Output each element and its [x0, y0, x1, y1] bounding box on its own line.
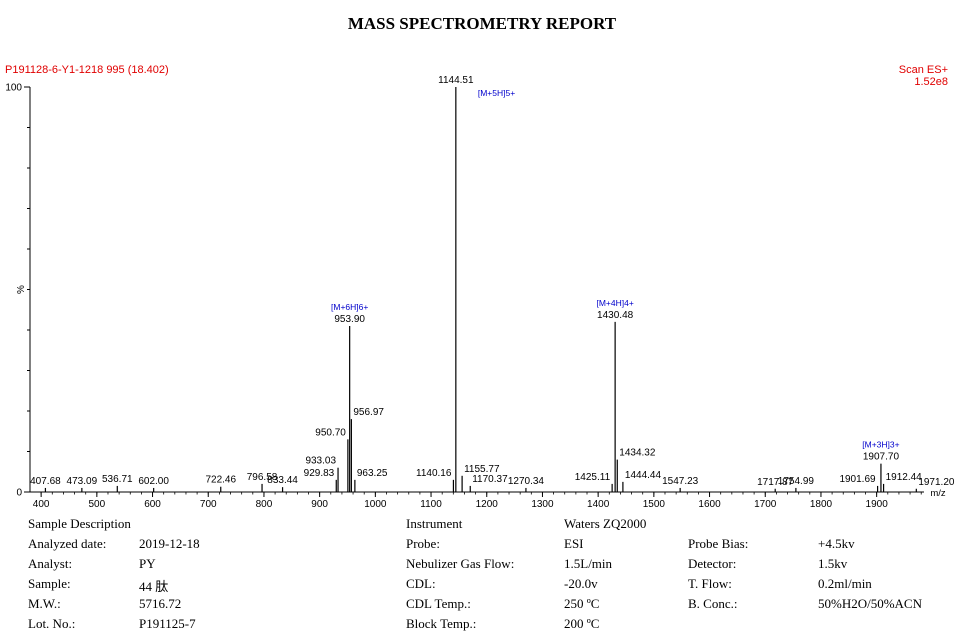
info-probe-key: Probe:	[406, 536, 440, 551]
y-tick-label: 0	[16, 488, 22, 499]
info-detector-value: 1.5kv	[818, 556, 848, 571]
y-tick-label: 100	[5, 83, 22, 94]
x-tick-label: 1400	[587, 499, 610, 510]
peak-label: 1754.99	[778, 476, 815, 487]
info-probe-bias-value: +4.5kv	[818, 536, 855, 551]
info-detector-key: Detector:	[688, 556, 737, 571]
peak-label: 602.00	[138, 476, 169, 487]
info-analyzed-date-key: Analyzed date:	[28, 536, 107, 551]
info-probe-bias-key: Probe Bias:	[688, 536, 749, 551]
scan-mode-label: Scan ES+	[898, 64, 948, 76]
info-sample-value: 44 肽	[139, 579, 169, 594]
peak-label: 1144.51	[438, 75, 474, 86]
peak-label: 1971.20	[918, 477, 955, 488]
x-tick-label: 1000	[364, 499, 387, 510]
peak-label: 1270.34	[508, 476, 545, 487]
info-t-flow-value: 0.2ml/min	[818, 576, 872, 591]
peak-label: 1901.69	[839, 474, 876, 485]
x-tick-label: 1700	[754, 499, 777, 510]
peak-label: 796.58	[247, 472, 278, 483]
info-mw-value: 5716.72	[139, 596, 182, 611]
peak-label: 536.71	[102, 474, 133, 485]
peak-label: 1140.16	[416, 468, 452, 479]
peak-label: 722.46	[205, 475, 236, 486]
peak-label: 929.83	[304, 468, 335, 479]
x-tick-label: 1900	[866, 499, 889, 510]
peak-label: 933.03	[305, 456, 336, 467]
info-b-conc-key: B. Conc.:	[688, 596, 738, 611]
x-tick-label: 500	[88, 499, 105, 510]
x-tick-label: 400	[33, 499, 50, 510]
peak-label: 1444.44	[625, 470, 662, 481]
x-tick-label: 1200	[476, 499, 499, 510]
info-cdl-temp-value: 250 ºC	[564, 596, 600, 611]
charge-state-annotation: [M+4H]4+	[596, 298, 633, 308]
peak-label: 963.25	[357, 468, 388, 479]
peak-label: 1547.23	[662, 476, 699, 487]
info-cdl-value: -20.0v	[564, 576, 598, 591]
info-sample-description: Sample Description	[28, 516, 131, 531]
x-tick-label: 900	[311, 499, 328, 510]
x-tick-label: 1500	[643, 499, 666, 510]
info-probe-value: ESI	[564, 536, 584, 551]
peak-label: 1155.77	[464, 464, 500, 475]
info-mw-key: M.W.:	[28, 596, 61, 611]
info-sample-key: Sample:	[28, 576, 71, 591]
info-nebulizer-key: Nebulizer Gas Flow:	[406, 556, 515, 571]
peak-label: 1425.11	[575, 472, 611, 483]
info-block-temp-key: Block Temp.:	[406, 616, 477, 631]
info-cdl-temp-key: CDL Temp.:	[406, 596, 471, 611]
info-instrument-key: Instrument	[406, 516, 463, 531]
y-axis-label: %	[16, 285, 27, 294]
sample-id-label: P191128-6-Y1-1218 995 (18.402)	[5, 64, 169, 76]
info-b-conc-value: 50%H2O/50%ACN	[818, 596, 922, 611]
info-t-flow-key: T. Flow:	[688, 576, 732, 591]
x-tick-label: 1300	[531, 499, 554, 510]
charge-state-annotation: [M+6H]6+	[331, 302, 368, 312]
peak-label: 407.68	[30, 476, 61, 487]
x-tick-label: 700	[200, 499, 217, 510]
info-analyzed-date-value: 2019-12-18	[139, 536, 200, 551]
info-lot-value: P191125-7	[139, 616, 196, 631]
peak-label: 1717.87	[757, 477, 794, 488]
info-analyst-value: PY	[139, 556, 156, 571]
info-nebulizer-value: 1.5L/min	[564, 556, 613, 571]
x-tick-label: 1600	[698, 499, 721, 510]
info-lot-key: Lot. No.:	[28, 616, 76, 631]
mass-spectrum-chart: 0 100% 400 500 600 700 800 900 1000 1100 1200 1300 1…	[5, 75, 955, 510]
x-tick-label: 1100	[420, 499, 442, 510]
report-title: MASS SPECTROMETRY REPORT	[347, 14, 617, 33]
peak-label: 1170.37	[472, 474, 508, 485]
peak-label: 1907.70	[863, 452, 900, 463]
info-instrument-value: Waters ZQ2000	[564, 516, 647, 531]
info-cdl-key: CDL:	[406, 576, 436, 591]
peak-label: 1430.48	[597, 310, 634, 321]
charge-state-annotation: [M+3H]3+	[862, 440, 899, 450]
peak-label: 956.97	[353, 407, 384, 418]
x-tick-label: 1800	[810, 499, 833, 510]
peak-label: 953.90	[334, 314, 365, 325]
peak-label: 1912.44	[886, 472, 923, 483]
peak-label: 1434.32	[619, 448, 656, 459]
peak-label: 950.70	[315, 427, 346, 438]
info-block-temp-value: 200 ºC	[564, 616, 600, 631]
charge-state-annotation: [M+5H]5+	[478, 88, 515, 98]
peak-label: 473.09	[67, 476, 98, 487]
x-tick-label: 600	[144, 499, 161, 510]
peak-label: 833.44	[267, 475, 298, 486]
x-tick-label: 800	[256, 499, 273, 510]
info-analyst-key: Analyst:	[28, 556, 73, 571]
intensity-label: 1.52e8	[914, 76, 948, 88]
x-axis-label: m/z	[930, 488, 946, 499]
